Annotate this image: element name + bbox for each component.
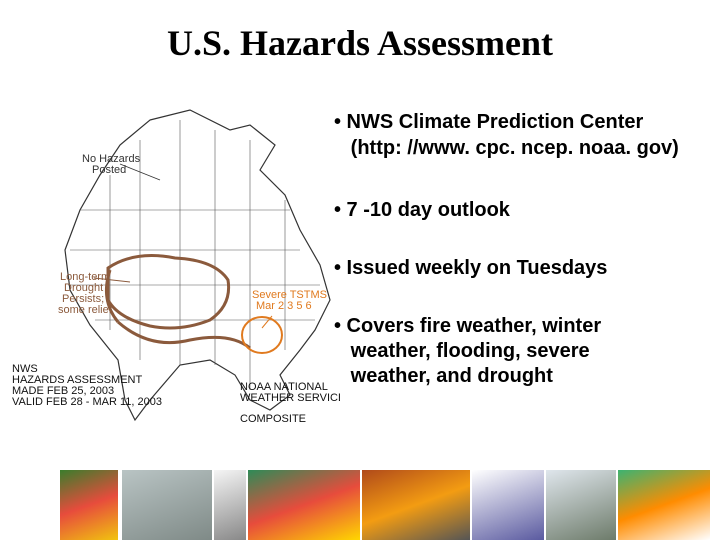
- legend-chart-thumbnail: [214, 470, 246, 540]
- no-hazards-label-2: Posted: [92, 164, 126, 176]
- slide-title: U.S. Hazards Assessment: [166, 23, 553, 63]
- radar-composite-thumbnail: [60, 470, 118, 540]
- wildfire-photo-thumbnail: [362, 470, 470, 540]
- bullet-cpc-url: (http: //www. cpc. ncep. noaa. gov): [334, 137, 679, 159]
- thumbnail-strip: [60, 470, 710, 540]
- valid-date-label: VALID FEB 28 - MAR 11, 2003: [12, 396, 162, 408]
- drought-label-4: some relief: [58, 304, 113, 316]
- bullet-covers-3: weather, and drought: [334, 365, 553, 387]
- noaa-label-2: WEATHER SERVICE: [240, 392, 340, 404]
- bullet-cpc: • NWS Climate Prediction Center: [334, 111, 644, 133]
- severe-label-2: Mar 2 3 5 6: [256, 300, 312, 312]
- no-hazards-pointer: [119, 163, 161, 181]
- drought-area: [106, 254, 231, 330]
- composite-label: COMPOSITE: [240, 413, 306, 425]
- severe-tstms-area: [241, 316, 283, 354]
- drought-label-2: Drought: [64, 282, 103, 294]
- isobar-map-thumbnail: [472, 470, 544, 540]
- drought-pointer: [93, 277, 131, 283]
- bullet-outlook: • 7 -10 day outlook: [334, 199, 510, 221]
- bullet-covers-2: weather, flooding, severe: [334, 340, 590, 362]
- tower-photo-thumbnail: [546, 470, 616, 540]
- drought-label-1: Long-term: [60, 271, 110, 283]
- drought-area-south: [117, 320, 251, 350]
- bullet-issued: • Issued weekly on Tuesdays: [334, 257, 608, 279]
- drought-area-west: [104, 269, 120, 323]
- nws-label: NWS: [12, 363, 38, 375]
- drought-label-3: Persists;: [62, 293, 104, 305]
- cloud-sky-thumbnail: [122, 470, 212, 540]
- spread-map-thumbnail: [618, 470, 710, 540]
- no-hazards-label-1: No Hazards: [82, 153, 141, 165]
- hazards-assessment-label: HAZARDS ASSESSMENT: [12, 374, 142, 386]
- radar-storm-thumbnail: [248, 470, 360, 540]
- noaa-label-1: NOAA NATIONAL: [240, 381, 328, 393]
- state-borders: [68, 120, 320, 390]
- north-america-outline: [64, 109, 331, 422]
- severe-pointer: [261, 315, 273, 329]
- bullet-covers-1: • Covers fire weather, winter: [334, 315, 602, 337]
- hazards-map: No Hazards Posted Long-term Drought Pers…: [12, 109, 340, 425]
- severe-label-1: Severe TSTMS: [252, 289, 327, 301]
- made-date-label: MADE FEB 25, 2003: [12, 385, 114, 397]
